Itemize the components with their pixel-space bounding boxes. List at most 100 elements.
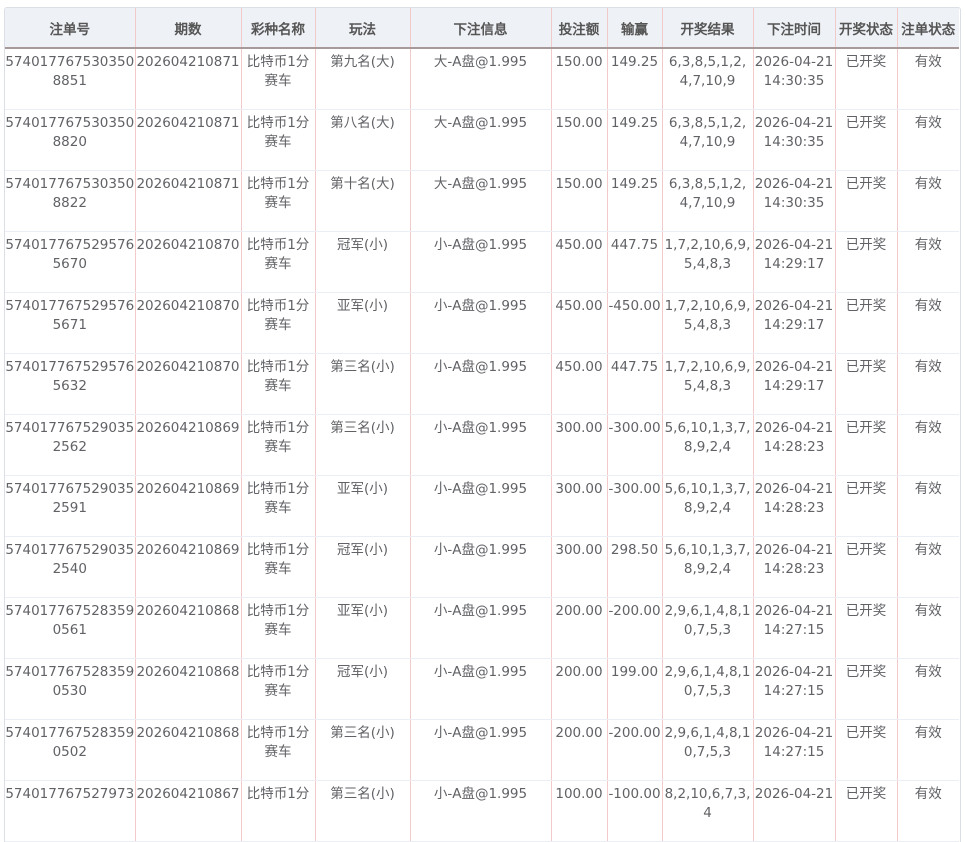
cell-win-loss: -300.00 [607, 414, 663, 476]
table-row: 5740177675283590561 202604210868 比特币1分赛车 亚军… [5, 597, 959, 659]
cell-bet-status: 有效 [897, 780, 959, 842]
cell-play-type: 亚军(小) [315, 292, 411, 354]
cell-win-loss: 298.50 [607, 536, 663, 598]
cell-bet-info: 小-A盘@1.995 [410, 597, 552, 659]
cell-bet-status: 有效 [897, 414, 959, 476]
cell-draw-result: 2,9,6,1,4,8,10,7,5,3 [662, 597, 754, 659]
cell-bet-info: 小-A盘@1.995 [410, 475, 552, 537]
cell-play-type: 冠军(小) [315, 536, 411, 598]
cell-bet-amount: 100.00 [551, 780, 608, 842]
cell-bet-status: 有效 [897, 48, 959, 110]
cell-lottery-name: 比特币1分赛车 [241, 719, 316, 781]
cell-bet-info: 小-A盘@1.995 [410, 719, 552, 781]
cell-lottery-name: 比特币1分赛车 [241, 658, 316, 720]
cell-bet-time: 2026-04-21 14:27:15 [753, 719, 836, 781]
column-header-bet-status[interactable]: 注单状态 [897, 8, 959, 49]
cell-draw-result: 1,7,2,10,6,9,5,4,8,3 [662, 353, 754, 415]
cell-bet-id: 5740177675295765632 [5, 353, 136, 415]
table-row: 5740177675303508851 202604210871 比特币1分赛车 第九… [5, 48, 959, 110]
column-header-bet-time[interactable]: 下注时间 [753, 8, 836, 49]
cell-bet-info: 大-A盘@1.995 [410, 170, 552, 232]
cell-bet-id: 5740177675283590561 [5, 597, 136, 659]
table-row: 5740177675295765632 202604210870 比特币1分赛车 第三… [5, 353, 959, 415]
cell-draw-result: 2,9,6,1,4,8,10,7,5,3 [662, 719, 754, 781]
cell-lottery-name: 比特币1分赛车 [241, 353, 316, 415]
cell-bet-id: 5740177675283590502 [5, 719, 136, 781]
cell-bet-time: 2026-04-21 14:29:17 [753, 353, 836, 415]
cell-play-type: 第三名(小) [315, 414, 411, 476]
cell-draw-result: 5,6,10,1,3,7,8,9,2,4 [662, 475, 754, 537]
cell-bet-status: 有效 [897, 536, 959, 598]
cell-bet-status: 有效 [897, 292, 959, 354]
cell-bet-time: 2026-04-21 14:30:35 [753, 170, 836, 232]
cell-bet-amount: 150.00 [551, 109, 608, 171]
cell-bet-status: 有效 [897, 658, 959, 720]
cell-bet-amount: 200.00 [551, 597, 608, 659]
column-header-bet-amount[interactable]: 投注额 [551, 8, 608, 49]
cell-bet-id: 5740177675303508822 [5, 170, 136, 232]
cell-period: 202604210868 [135, 658, 242, 720]
column-header-draw-result[interactable]: 开奖结果 [662, 8, 754, 49]
table-row: 5740177675283590502 202604210868 比特币1分赛车 第三… [5, 719, 959, 781]
cell-bet-info: 小-A盘@1.995 [410, 292, 552, 354]
cell-draw-status: 已开奖 [835, 292, 898, 354]
cell-play-type: 第九名(大) [315, 48, 411, 110]
table-row: 5740177675283590530 202604210868 比特币1分赛车 冠军… [5, 658, 959, 720]
cell-bet-amount: 200.00 [551, 719, 608, 781]
cell-bet-status: 有效 [897, 109, 959, 171]
cell-play-type: 第三名(小) [315, 719, 411, 781]
cell-period: 202604210871 [135, 170, 242, 232]
cell-lottery-name: 比特币1分赛车 [241, 48, 316, 110]
cell-draw-status: 已开奖 [835, 719, 898, 781]
column-header-bet-info[interactable]: 下注信息 [410, 8, 552, 49]
cell-draw-status: 已开奖 [835, 475, 898, 537]
cell-draw-result: 1,7,2,10,6,9,5,4,8,3 [662, 231, 754, 293]
column-header-win-loss[interactable]: 输赢 [607, 8, 663, 49]
column-header-period[interactable]: 期数 [135, 8, 242, 49]
cell-bet-info: 小-A盘@1.995 [410, 414, 552, 476]
cell-bet-status: 有效 [897, 231, 959, 293]
cell-bet-time: 2026-04-21 14:30:35 [753, 109, 836, 171]
cell-period: 202604210869 [135, 536, 242, 598]
cell-lottery-name: 比特币1分赛车 [241, 536, 316, 598]
cell-bet-status: 有效 [897, 719, 959, 781]
cell-draw-status: 已开奖 [835, 48, 898, 110]
cell-win-loss: 149.25 [607, 170, 663, 232]
column-header-bet-id[interactable]: 注单号 [5, 8, 136, 49]
cell-bet-id: 5740177675303508851 [5, 48, 136, 110]
cell-win-loss: 199.00 [607, 658, 663, 720]
cell-period: 202604210869 [135, 475, 242, 537]
cell-play-type: 亚军(小) [315, 475, 411, 537]
bets-table-container: 注单号 期数 彩种名称 玩法 下注信息 投注额 输赢 开奖结果 下注时间 开奖状态 注单状态 574… [4, 7, 961, 842]
cell-bet-id: 5740177675290352540 [5, 536, 136, 598]
cell-draw-result: 8,2,10,6,7,3,4 [662, 780, 754, 842]
cell-draw-status: 已开奖 [835, 414, 898, 476]
cell-draw-status: 已开奖 [835, 109, 898, 171]
cell-bet-amount: 150.00 [551, 170, 608, 232]
table-row: 5740177675290352562 202604210869 比特币1分赛车 第三… [5, 414, 959, 476]
column-header-play-type[interactable]: 玩法 [315, 8, 411, 49]
cell-bet-info: 小-A盘@1.995 [410, 658, 552, 720]
cell-draw-status: 已开奖 [835, 170, 898, 232]
cell-lottery-name: 比特币1分赛车 [241, 414, 316, 476]
cell-draw-status: 已开奖 [835, 658, 898, 720]
cell-period: 202604210867 [135, 780, 242, 842]
cell-play-type: 第十名(大) [315, 170, 411, 232]
cell-lottery-name: 比特币1分赛车 [241, 597, 316, 659]
cell-bet-amount: 300.00 [551, 536, 608, 598]
cell-play-type: 亚军(小) [315, 597, 411, 659]
table-row: 5740177675290352540 202604210869 比特币1分赛车 冠军… [5, 536, 959, 598]
cell-lottery-name: 比特币1分赛车 [241, 109, 316, 171]
column-header-draw-status[interactable]: 开奖状态 [835, 8, 898, 49]
cell-bet-status: 有效 [897, 475, 959, 537]
cell-draw-result: 5,6,10,1,3,7,8,9,2,4 [662, 536, 754, 598]
cell-period: 202604210870 [135, 231, 242, 293]
table-row: 5740177675295765671 202604210870 比特币1分赛车 亚军… [5, 292, 959, 354]
cell-period: 202604210870 [135, 353, 242, 415]
cell-bet-amount: 300.00 [551, 414, 608, 476]
column-header-lottery-name[interactable]: 彩种名称 [241, 8, 316, 49]
cell-period: 202604210871 [135, 48, 242, 110]
cell-play-type: 第三名(小) [315, 353, 411, 415]
cell-draw-result: 6,3,8,5,1,2,4,7,10,9 [662, 109, 754, 171]
cell-bet-id: 5740177675290352562 [5, 414, 136, 476]
